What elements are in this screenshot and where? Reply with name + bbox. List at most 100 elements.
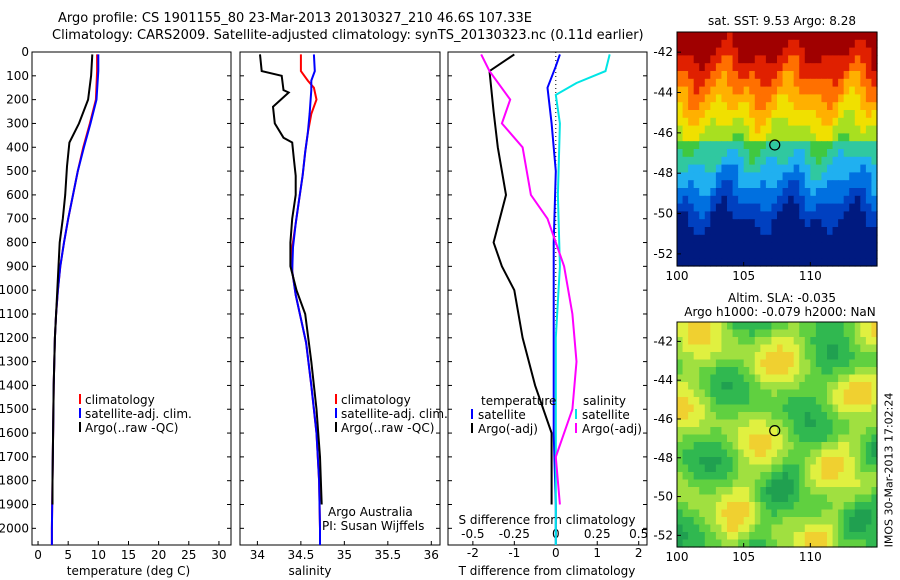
heatmap-cell [704, 47, 711, 56]
heatmap-cell [704, 367, 711, 376]
heatmap-cell [793, 532, 800, 541]
heatmap-cell [760, 94, 767, 103]
heatmap-cell [715, 374, 723, 383]
heatmap-cell [827, 141, 834, 150]
heatmap-cell [815, 389, 823, 398]
heatmap-cell [682, 329, 689, 338]
heatmap-cell [710, 242, 717, 251]
heatmap-cell [810, 63, 817, 72]
heatmap-cell [743, 344, 750, 353]
heatmap-cell [771, 442, 778, 451]
heatmap-cell [804, 250, 811, 259]
heatmap-cell [804, 517, 811, 526]
heatmap-cell [677, 524, 684, 533]
heatmap-cell [804, 382, 811, 391]
sst-title: sat. SST: 9.53 Argo: 8.28 [708, 14, 856, 28]
heatmap-cell [677, 211, 684, 220]
heatmap-cell [821, 344, 828, 353]
heatmap-cell [865, 517, 873, 526]
heatmap-cell [799, 149, 806, 158]
heatmap-cell [727, 94, 734, 103]
heatmap-cell [815, 487, 823, 496]
heatmap-cell [754, 39, 761, 49]
heatmap-cell [865, 63, 873, 72]
heatmap-cell [704, 258, 711, 267]
heatmap-cell [682, 242, 689, 251]
heatmap-cell [838, 211, 845, 220]
heatmap-cell [804, 487, 811, 496]
heatmap-cell [821, 149, 828, 158]
heatmap-cell [727, 389, 734, 398]
heatmap-cell [749, 125, 756, 134]
heatmap-cell [843, 219, 850, 228]
heatmap-cell [865, 133, 873, 142]
heatmap-cell [693, 156, 700, 166]
heatmap-cell [771, 322, 778, 331]
heatmap-cell [704, 211, 711, 220]
heatmap-cell [754, 141, 761, 150]
heatmap-cell [765, 149, 773, 158]
heatmap-cell [871, 195, 878, 205]
heatmap-cell [777, 55, 784, 64]
heatmap-cell [677, 32, 684, 41]
heatmap-cell [815, 250, 823, 259]
heatmap-cell [688, 203, 695, 212]
heatmap-cell [715, 382, 723, 391]
heatmap-cell [715, 219, 723, 228]
heatmap-cell [688, 172, 695, 181]
heatmap-cell [849, 39, 856, 49]
heatmap-cell [682, 487, 689, 496]
heatmap-cell [832, 258, 839, 267]
heatmap-cell [721, 172, 728, 181]
heatmap-cell [738, 219, 745, 228]
heatmap-cell [849, 517, 856, 526]
heatmap-cell [727, 539, 734, 548]
heatmap-cell [854, 404, 861, 413]
heatmap-cell [721, 374, 728, 383]
heatmap-cell [682, 397, 689, 406]
heatmap-cell [843, 211, 850, 220]
heatmap-cell [793, 188, 800, 197]
heatmap-cell [782, 457, 789, 466]
heatmap-cell [693, 479, 700, 488]
heatmap-cell [810, 359, 817, 368]
heatmap-cell [860, 472, 867, 481]
heatmap-cell [743, 322, 750, 331]
heatmap-cell [677, 389, 684, 398]
heatmap-cell [788, 344, 795, 353]
heatmap-cell [788, 434, 795, 443]
heatmap-cell [754, 133, 761, 142]
heatmap-cell [782, 449, 789, 458]
heatmap-cell [799, 517, 806, 526]
heatmap-cell [760, 502, 767, 511]
heatmap-cell [749, 55, 756, 64]
depth-tick-label: 1300 [0, 355, 29, 369]
heatmap-cell [865, 359, 873, 368]
heatmap-cell [804, 219, 811, 228]
heatmap-cell [810, 337, 817, 346]
heatmap-cell [804, 449, 811, 458]
heatmap-cell [865, 404, 873, 413]
heatmap-cell [699, 472, 706, 481]
heatmap-cell [721, 39, 728, 49]
heatmap-cell [843, 102, 850, 111]
heatmap-cell [854, 32, 861, 41]
heatmap-cell [721, 389, 728, 398]
heatmap-cell [782, 472, 789, 481]
heatmap-cell [743, 55, 750, 64]
heatmap-cell [715, 524, 723, 533]
heatmap-cell [749, 172, 756, 181]
heatmap-cell [871, 487, 878, 496]
heatmap-cell [743, 234, 750, 244]
heatmap-cell [771, 219, 778, 228]
heatmap-cell [865, 382, 873, 391]
heatmap-cell [821, 464, 828, 473]
heatmap-cell [849, 412, 856, 421]
heatmap-cell [765, 322, 773, 331]
heatmap-cell [777, 367, 784, 376]
heatmap-cell [849, 397, 856, 406]
heatmap-cell [854, 517, 861, 526]
heatmap-cell [799, 374, 806, 383]
heatmap-cell [704, 352, 711, 361]
heatmap-cell [771, 397, 778, 406]
